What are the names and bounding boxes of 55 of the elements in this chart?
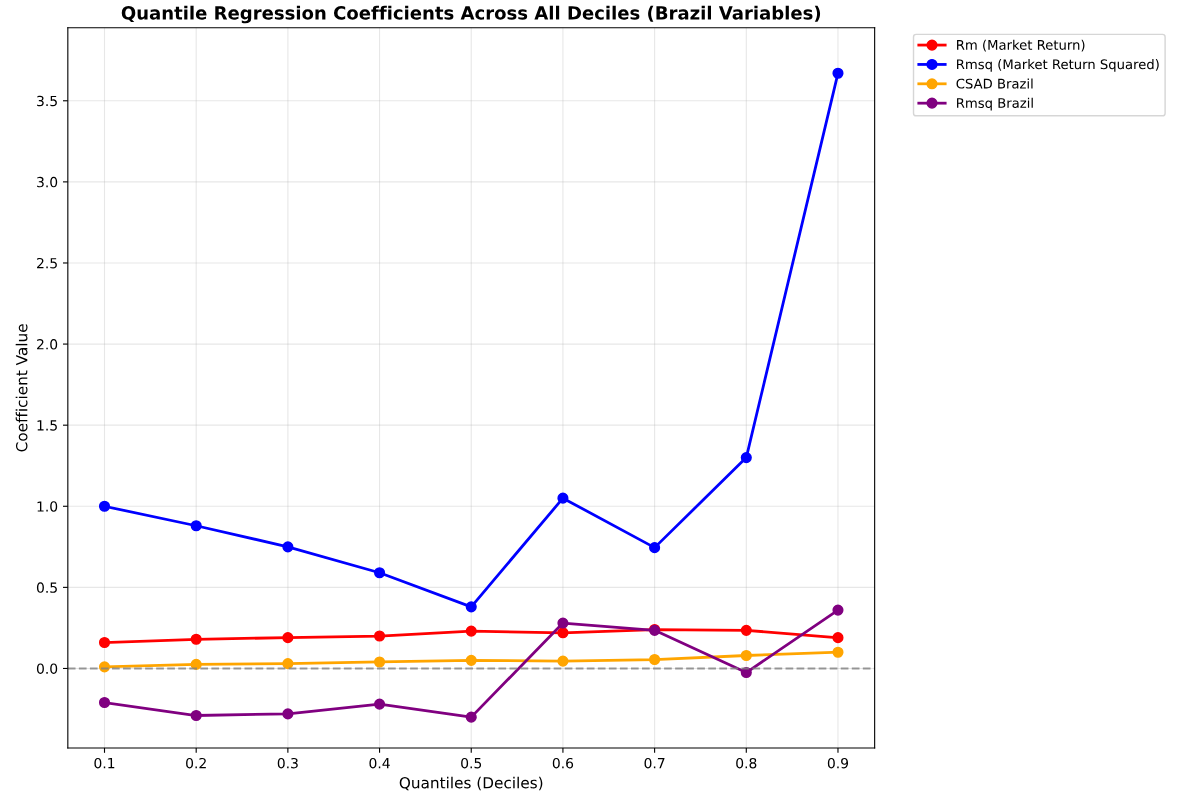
x-tick-label: 0.4 [369,757,390,769]
point [465,654,477,666]
point [282,708,294,720]
y-tick-label: 2.0 [37,339,58,350]
chart-title: Quantile Regression Coefficients Across All Deciles (Brazil Variables) [121,5,821,24]
point [373,630,386,642]
point [190,520,202,532]
y-axis-title: Coefficient Value [15,324,28,452]
point [465,711,477,723]
legend-label: Rmsq (Market Return Squared) [957,59,1159,72]
y-tick-label: 3.0 [37,176,58,188]
point [190,633,202,645]
x-tick-label: 0.9 [827,757,849,769]
x-tick-label: 0.6 [552,757,574,769]
point [832,632,844,644]
point [282,658,294,670]
x-axis-title: Quantiles (Deciles) [399,776,543,791]
point [832,604,844,616]
x-tick-label: 0.8 [736,757,757,769]
point [282,541,294,553]
point [465,625,477,637]
point [740,649,752,662]
point [98,696,111,709]
y-tick-label: 1.0 [37,501,58,512]
legend-label: Rm (Market Return) [957,39,1085,52]
point [740,452,752,464]
point [98,500,111,512]
y-tick-label: 2.5 [37,257,57,269]
point [282,632,294,644]
point [832,646,844,658]
point [557,617,569,629]
x-tick-label: 0.7 [644,757,665,769]
x-tick-label: 0.1 [94,757,115,769]
legend-label: Rmsq Brazil [957,97,1033,111]
point [649,653,661,666]
legend-label: CSAD Brazil [956,78,1033,89]
y-tick-label: 0.0 [36,663,58,674]
y-tick-label: 3.5 [37,95,57,107]
point [557,627,569,639]
point [832,67,844,79]
point [98,636,111,649]
point [557,492,569,504]
point [373,698,386,710]
point [373,656,386,668]
x-tick-label: 0.3 [277,757,298,769]
x-tick-label: 0.2 [186,757,206,769]
point [557,655,569,667]
point [740,624,752,636]
point [465,601,477,613]
point [649,542,661,554]
y-tick-label: 0.5 [36,582,57,593]
point [190,709,202,722]
x-tick-label: 0.5 [461,757,482,769]
point [373,567,386,579]
y-tick-label: 1.5 [37,420,57,431]
